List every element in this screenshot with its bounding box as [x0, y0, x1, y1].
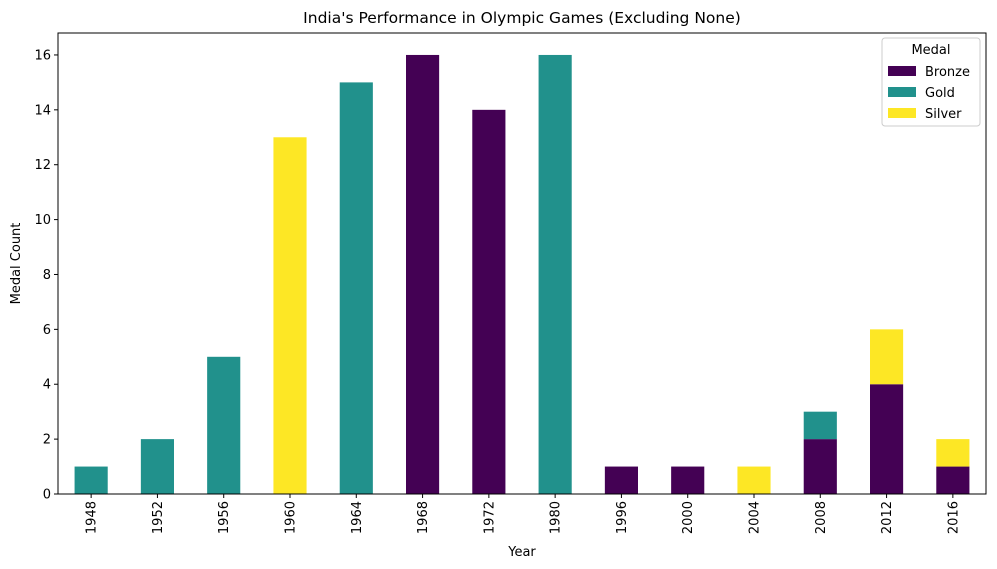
legend-title: Medal — [911, 43, 950, 58]
bar-gold-1964 — [339, 82, 373, 495]
y-tick-label: 4 — [43, 378, 51, 393]
bar-gold-1956 — [207, 356, 241, 494]
x-tick-label-1996: 1996 — [615, 501, 630, 534]
x-tick-label-1952: 1952 — [151, 501, 166, 534]
bar-silver-2016 — [936, 439, 970, 467]
x-tick-label-1964: 1964 — [350, 501, 365, 534]
legend-label-silver: Silver — [925, 107, 962, 122]
legend-swatch-silver — [888, 108, 916, 118]
bar-gold-1952 — [140, 439, 174, 494]
plot-frame — [57, 32, 987, 495]
bar-silver-2004 — [737, 466, 771, 494]
y-tick-label: 14 — [34, 103, 51, 118]
legend-items: Bronze Gold Silver — [888, 65, 970, 122]
y-axis-label: Medal Count — [9, 223, 24, 305]
y-tick-label: 6 — [43, 323, 51, 338]
x-axis: 1948 1952 1956 1960 1964 1968 1972 1980 1996 2000… — [85, 494, 961, 534]
bar-silver-1960 — [273, 137, 307, 494]
x-axis-label: Year — [507, 545, 536, 560]
bar-bronze-2012 — [870, 384, 904, 494]
legend-swatch-gold — [888, 87, 916, 97]
bar-gold-1948 — [74, 466, 108, 494]
y-tick-label: 10 — [34, 213, 51, 228]
x-tick-label-1980: 1980 — [549, 501, 564, 534]
legend-swatch-bronze — [888, 66, 916, 76]
x-tick-label-1968: 1968 — [416, 501, 431, 534]
y-tick-label: 16 — [34, 48, 51, 63]
bar-gold-2008 — [803, 411, 837, 440]
y-axis: 0 2 4 6 8 10 12 14 16 — [34, 48, 58, 503]
x-tick-label-1972: 1972 — [482, 501, 497, 534]
bar-silver-2012 — [870, 329, 904, 385]
legend-label-bronze: Bronze — [925, 65, 970, 80]
bar-bronze-1996 — [604, 466, 638, 494]
bar-bronze-1968 — [406, 54, 440, 494]
x-tick-label-1948: 1948 — [85, 501, 100, 534]
y-tick-label: 0 — [43, 488, 51, 503]
y-tick-label: 8 — [43, 268, 51, 283]
legend-box — [881, 37, 981, 127]
bar-bronze-2016 — [936, 466, 970, 494]
x-tick-label-2008: 2008 — [814, 501, 829, 534]
y-tick-label: 12 — [34, 158, 51, 173]
x-tick-label-2012: 2012 — [880, 501, 895, 534]
legend-label-gold: Gold — [925, 86, 955, 101]
x-tick-label-2016: 2016 — [946, 501, 961, 534]
bars-layer — [74, 54, 970, 495]
x-tick-label-2004: 2004 — [748, 501, 763, 534]
y-tick-label: 2 — [43, 433, 51, 448]
legend: Medal Bronze Gold Silver — [881, 37, 981, 127]
x-tick-label-1956: 1956 — [217, 501, 232, 534]
bar-bronze-2008 — [803, 439, 837, 494]
bar-bronze-2000 — [671, 466, 705, 494]
bar-gold-1980 — [538, 54, 572, 494]
x-tick-label-2000: 2000 — [681, 501, 696, 534]
chart-title: India's Performance in Olympic Games (Ex… — [303, 9, 741, 27]
bar-bronze-1972 — [472, 109, 506, 494]
x-tick-label-1960: 1960 — [284, 501, 299, 534]
